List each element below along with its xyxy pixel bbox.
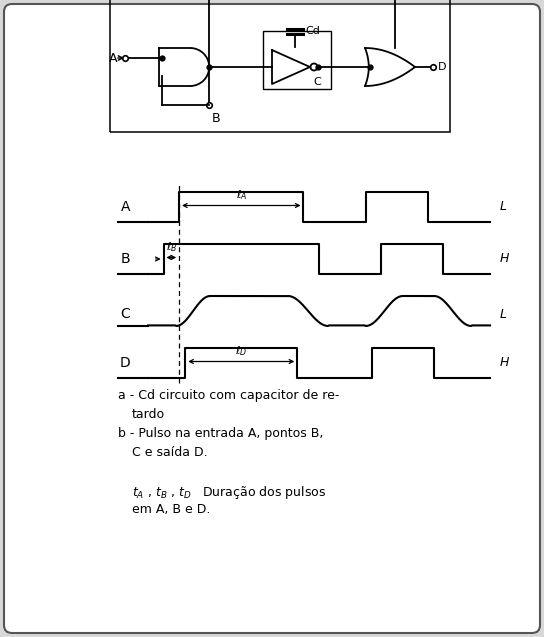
Text: C e saída D.: C e saída D. (132, 446, 208, 459)
Text: L: L (500, 201, 507, 213)
Text: H: H (500, 252, 509, 266)
Text: L: L (500, 308, 507, 320)
Text: $t_A$ , $t_B$ , $t_D$   Duração dos pulsos: $t_A$ , $t_B$ , $t_D$ Duração dos pulsos (132, 484, 326, 501)
Text: a - Cd circuito com capacitor de re-: a - Cd circuito com capacitor de re- (118, 389, 339, 402)
Text: B: B (212, 112, 221, 125)
Text: A: A (108, 52, 117, 64)
Text: Cd: Cd (305, 26, 320, 36)
Text: C: C (313, 77, 321, 87)
Text: D: D (119, 356, 130, 370)
Bar (110, 0, 450, 132)
Text: C: C (120, 307, 130, 321)
Text: $\ell_B$: $\ell_B$ (165, 240, 177, 254)
Text: em A, B e D.: em A, B e D. (132, 503, 211, 516)
Text: $\ell_D$: $\ell_D$ (235, 344, 248, 357)
Text: b - Pulso na entrada A, pontos B,: b - Pulso na entrada A, pontos B, (118, 427, 323, 440)
Text: D: D (438, 62, 447, 72)
Text: tardo: tardo (132, 408, 165, 421)
Text: A: A (121, 200, 130, 214)
FancyBboxPatch shape (4, 4, 540, 633)
Text: $\ell_A$: $\ell_A$ (236, 188, 247, 201)
Text: H: H (500, 357, 509, 369)
Text: B: B (120, 252, 130, 266)
Bar (263, 31, 331, 89)
